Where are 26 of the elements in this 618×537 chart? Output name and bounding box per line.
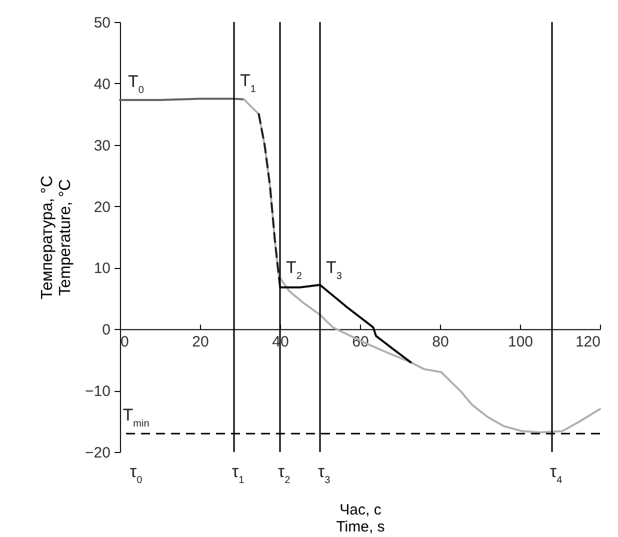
x-tick-label: 100 [508,334,534,351]
y-tick-label: 0 [102,322,110,339]
ref-line-label: τ$_{2}$ [278,462,291,486]
ref-line-label: τ$_{3}$ [318,462,331,486]
ref-line-label: τ$_{1}$ [232,462,245,486]
x-tick-label: 80 [432,334,449,351]
text: τ$_{0}$ [130,462,143,486]
x-axis-title: Час, с Time, s [336,502,385,536]
ref-line-label: τ$_{4}$ [550,462,563,486]
y-tick-label: −10 [85,383,110,400]
y-tick-label: −20 [85,444,110,462]
annotation: T$_{0}$ [128,72,144,96]
y-tick-label: 10 [94,260,110,278]
y-tick-label: 20 [94,198,110,216]
y-axis-title: Температура, °C Temperature, °C [39,176,74,300]
annotation: T$_{1}$ [240,70,256,94]
annotation: T$_{2}$ [286,258,302,282]
x-tick-label: 0 [120,334,129,351]
x-tick-label: 120 [575,334,600,351]
annotation: T$_{3}$ [326,258,342,282]
line-series [258,113,281,288]
y-tick-label: 50 [94,14,110,32]
ref-line-label: T$_{min}$ [122,406,150,430]
x-tick-label: 20 [192,334,209,351]
y-tick-label: 40 [94,76,110,93]
y-tick-label: 30 [94,137,110,154]
